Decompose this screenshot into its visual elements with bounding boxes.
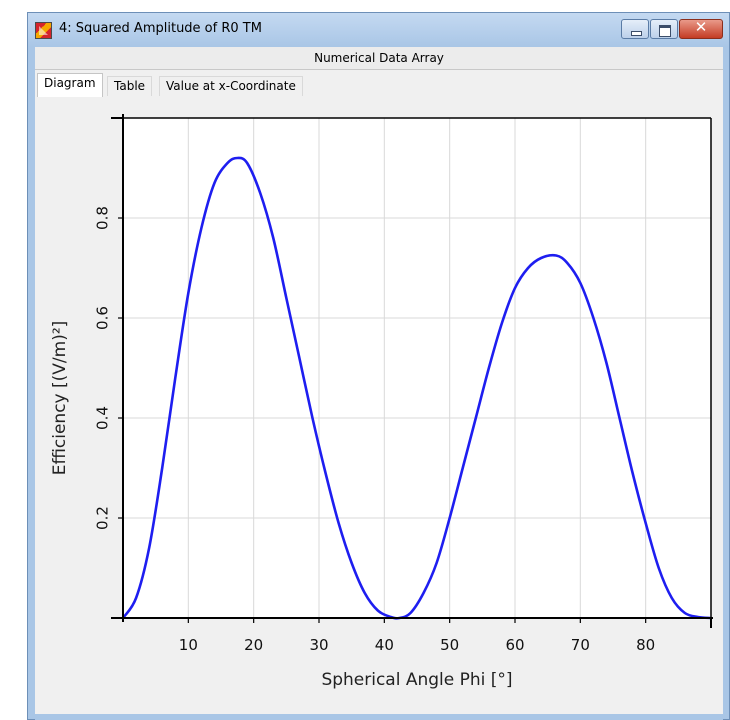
y-tick-label: 0.8 xyxy=(94,206,112,230)
x-tick-label: 20 xyxy=(244,636,263,654)
minimize-icon xyxy=(631,31,642,36)
app-logo-icon xyxy=(35,22,52,39)
y-tick-label: 0.2 xyxy=(94,506,112,530)
axes xyxy=(111,114,713,628)
diagram-panel: 10 20 30 40 50 60 70 80 0.2 0.4 0.6 0.8 Spherical A… xyxy=(35,97,723,714)
tab-value-at-x-coordinate[interactable]: Value at x-Coordinate xyxy=(159,76,303,96)
tab-table[interactable]: Table xyxy=(107,76,153,96)
plot-area xyxy=(123,118,711,618)
maximize-icon xyxy=(659,25,671,37)
x-tick-label: 30 xyxy=(309,636,328,654)
window-bottom-border xyxy=(35,714,723,720)
caption-buttons: ✕ xyxy=(620,18,723,39)
efficiency-chart[interactable]: 10 20 30 40 50 60 70 80 0.2 0.4 0.6 0.8 Spherical A… xyxy=(35,97,723,714)
series-line xyxy=(121,156,712,620)
panel-header: Numerical Data Array xyxy=(35,47,723,70)
x-tick-label: 40 xyxy=(375,636,394,654)
y-tick-label: 0.4 xyxy=(94,406,112,430)
close-button[interactable]: ✕ xyxy=(679,18,723,39)
tab-diagram[interactable]: Diagram xyxy=(37,73,103,97)
x-tick-label: 70 xyxy=(571,636,590,654)
title-bar[interactable]: 4: Squared Amplitude of R0 TM ✕ xyxy=(28,13,729,47)
x-axis-label: Spherical Angle Phi [°] xyxy=(321,670,512,690)
y-tick-label: 0.6 xyxy=(94,306,112,330)
x-tick-label: 10 xyxy=(179,636,198,654)
x-tick-label: 60 xyxy=(505,636,524,654)
tick-labels: 10 20 30 40 50 60 70 80 0.2 0.4 0.6 0.8 xyxy=(94,206,656,654)
gridlines xyxy=(123,118,711,618)
maximize-button[interactable] xyxy=(650,19,678,39)
y-axis-label: Efficiency [(V/m)²] xyxy=(50,321,70,476)
close-icon: ✕ xyxy=(694,18,708,36)
application-window: 4: Squared Amplitude of R0 TM ✕ Numerica… xyxy=(27,12,730,720)
x-tick-label: 50 xyxy=(440,636,459,654)
window-title: 4: Squared Amplitude of R0 TM xyxy=(59,21,262,36)
minimize-button[interactable] xyxy=(621,19,649,39)
x-tick-label: 80 xyxy=(636,636,655,654)
tab-strip: Diagram Table Value at x-Coordinate xyxy=(35,70,723,97)
